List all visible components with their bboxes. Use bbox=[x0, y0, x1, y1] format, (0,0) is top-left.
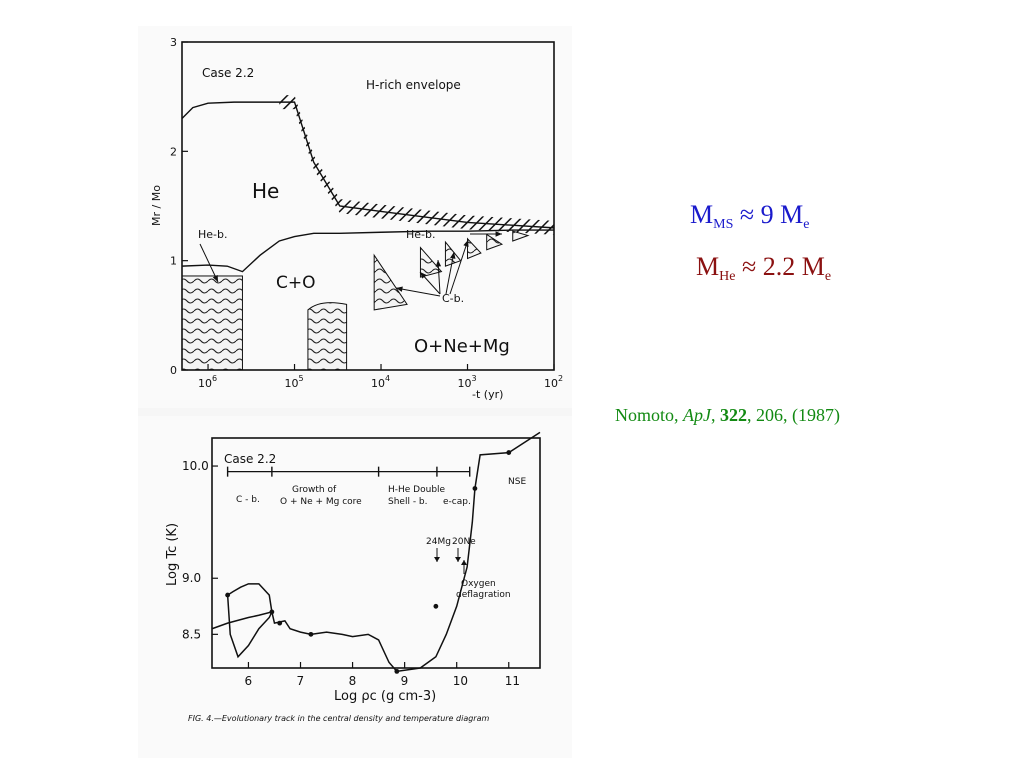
mass-he-unit-sub: e bbox=[824, 269, 832, 284]
he-core-boundary-line bbox=[181, 101, 555, 229]
mg24-label: 24Mg bbox=[426, 537, 451, 547]
citation-journal: ApJ bbox=[683, 405, 711, 425]
top-ytick-label: 3 bbox=[170, 36, 177, 49]
phase-double-1: H-He Double bbox=[388, 485, 446, 495]
main-sequence-mass: MMS ≈ 9 Me bbox=[690, 200, 809, 233]
top-panel: 106 105 104 103 102 0 1 2 3 Case 2.2 H-rich enve… bbox=[138, 26, 572, 408]
citation-volume: 322 bbox=[720, 405, 747, 425]
bottom-xtick-label: 11 bbox=[505, 674, 520, 688]
co-core-boundary-line bbox=[181, 229, 554, 273]
top-ylabel: Mr / Mo bbox=[150, 185, 163, 226]
region-he-label: He bbox=[252, 179, 279, 203]
track-point bbox=[506, 450, 512, 455]
envelope-hatch bbox=[279, 95, 554, 235]
bottom-xtick-label: 9 bbox=[401, 674, 409, 688]
annotation-arrow bbox=[199, 243, 219, 283]
figure-caption: FIG. 4.—Evolutionary track in the centra… bbox=[188, 714, 489, 723]
c-burning-shell bbox=[373, 253, 408, 311]
top-xtick-label: 104 bbox=[371, 374, 390, 390]
bottom-plot-frame bbox=[211, 437, 541, 669]
c-burning-label: C-b. bbox=[442, 292, 464, 305]
region-onemg-label: O+Ne+Mg bbox=[414, 336, 510, 357]
mass-ms-symbol: M bbox=[690, 200, 714, 229]
top-ytick-label: 0 bbox=[170, 364, 177, 377]
track-point bbox=[225, 592, 231, 598]
bottom-ylabel: Log Tc (K) bbox=[165, 523, 180, 586]
arrow-head bbox=[396, 286, 403, 292]
mass-ms-unit-sub: e bbox=[803, 217, 810, 232]
region-envelope-label: H-rich envelope bbox=[366, 78, 461, 92]
annotation-arrow bbox=[449, 239, 469, 295]
bottom-xlabel: Log ρc (g cm-3) bbox=[334, 689, 436, 704]
arrow-head bbox=[461, 560, 467, 565]
citation-author: Nomoto, bbox=[615, 405, 684, 425]
arrow-head bbox=[435, 260, 442, 267]
mass-he-symbol: M bbox=[696, 252, 720, 281]
density-temperature-chart: 6 7 8 9 10 11 8.5 9.0 10.0 Case 2.2 C - b. Growt… bbox=[165, 431, 541, 723]
c-burning-shell bbox=[419, 246, 443, 278]
arrow-head bbox=[450, 252, 456, 259]
annotation-arrow bbox=[395, 287, 441, 297]
citation: Nomoto, ApJ, 322, 206, (1987) bbox=[615, 405, 840, 426]
top-ytick-label: 2 bbox=[170, 145, 177, 158]
mass-ms-subscript: MS bbox=[713, 217, 734, 232]
track-point bbox=[472, 486, 478, 491]
ne20-label: 20Ne bbox=[452, 537, 476, 547]
he-burning-label-left: He-b. bbox=[198, 228, 228, 241]
top-xtick-label: 106 bbox=[198, 374, 217, 390]
top-plot-frame bbox=[181, 41, 555, 371]
track-point bbox=[308, 631, 314, 637]
evolution-track-line bbox=[226, 583, 273, 659]
bottom-xtick-label: 10 bbox=[453, 674, 468, 688]
nse-label: NSE bbox=[508, 477, 526, 487]
phase-double-2: Shell - b. bbox=[388, 497, 428, 507]
track-point bbox=[433, 603, 439, 609]
c-burning-shell bbox=[467, 237, 482, 260]
arrow-head bbox=[420, 272, 427, 279]
citation-pages-year: , 206, (1987) bbox=[747, 405, 840, 425]
region-co-label: C+O bbox=[276, 273, 316, 293]
deflagration-label: deflagration bbox=[456, 590, 511, 600]
track-point bbox=[277, 620, 283, 626]
top-xtick-label: 102 bbox=[544, 374, 563, 390]
arrow-head bbox=[212, 275, 218, 282]
mass-he-value: ≈ 2.2 M bbox=[735, 252, 825, 281]
oxygen-label: Oxygen bbox=[461, 579, 496, 589]
top-xlabel: -t (yr) bbox=[472, 388, 503, 401]
arrow-head bbox=[495, 231, 502, 237]
c-burning-shell bbox=[512, 230, 530, 242]
mass-ms-value: ≈ 9 M bbox=[733, 200, 804, 229]
arrow-head bbox=[455, 557, 461, 562]
bottom-ytick-label: 8.5 bbox=[182, 627, 201, 641]
helium-core-mass: MHe ≈ 2.2 Me bbox=[696, 252, 831, 285]
track-point bbox=[269, 609, 275, 615]
phase-c-burning: C - b. bbox=[236, 495, 260, 505]
he-burning-label-right: He-b. bbox=[406, 228, 436, 241]
phase-growth-2: O + Ne + Mg core bbox=[280, 497, 362, 507]
arrow-head bbox=[463, 240, 469, 247]
bottom-xtick-label: 8 bbox=[349, 674, 357, 688]
arrow-head bbox=[434, 557, 440, 562]
annotation-arrow bbox=[445, 251, 455, 295]
c-burning-shell bbox=[486, 233, 504, 251]
bottom-panel: 6 7 8 9 10 11 8.5 9.0 10.0 Case 2.2 C - b. Growt… bbox=[138, 416, 572, 758]
track-point bbox=[394, 668, 400, 674]
bottom-panel-label: Case 2.2 bbox=[224, 452, 276, 466]
c-burning-shell-1 bbox=[307, 302, 348, 371]
top-panel-label: Case 2.2 bbox=[202, 66, 254, 80]
mass-he-subscript: He bbox=[719, 269, 736, 284]
bottom-ytick-label: 9.0 bbox=[182, 571, 201, 585]
he-burning-convective-zone bbox=[181, 275, 243, 371]
citation-sep: , bbox=[711, 405, 720, 425]
bottom-ytick-label: 10.0 bbox=[182, 459, 209, 473]
phase-ecap: e-cap. bbox=[443, 497, 471, 507]
evolution-track-line bbox=[211, 431, 541, 673]
top-ytick-label: 1 bbox=[170, 255, 177, 268]
phase-growth-1: Growth of bbox=[292, 485, 337, 495]
bottom-xtick-label: 7 bbox=[297, 674, 305, 688]
top-xtick-label: 105 bbox=[285, 374, 304, 390]
bottom-xtick-label: 6 bbox=[244, 674, 252, 688]
